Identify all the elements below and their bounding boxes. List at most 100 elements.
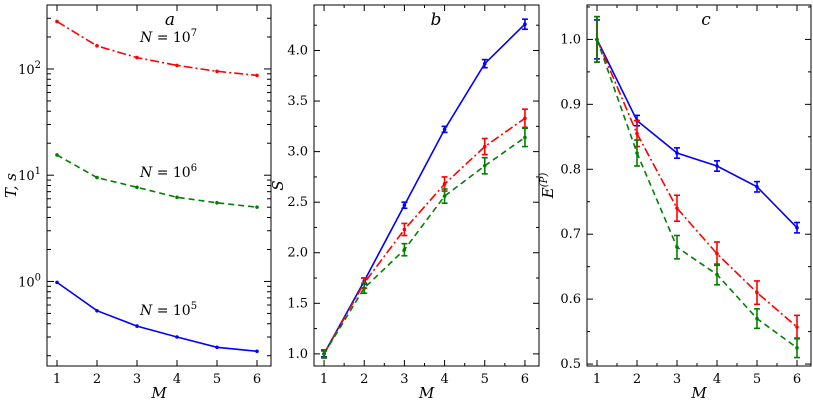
data-point — [482, 144, 487, 149]
data-point — [635, 131, 639, 136]
series-line — [323, 23, 526, 355]
series-line — [56, 20, 258, 77]
data-point — [755, 184, 759, 189]
data-point — [675, 151, 679, 155]
data-point — [402, 227, 407, 232]
series-annotation: N = 106 — [139, 163, 197, 181]
data-point — [135, 55, 139, 60]
data-point — [755, 290, 759, 295]
y-tick-label: 0.5 — [560, 357, 581, 372]
x-tick-label: 5 — [481, 372, 489, 387]
data-point — [715, 164, 719, 168]
data-point — [442, 194, 447, 198]
data-point — [675, 206, 679, 211]
x-axis-title: M — [690, 384, 707, 402]
data-point — [442, 182, 447, 186]
data-point — [755, 316, 759, 321]
data-point — [255, 73, 259, 78]
data-point — [55, 280, 59, 285]
plot-frame — [586, 4, 812, 367]
data-point — [322, 352, 326, 356]
data-point — [175, 63, 179, 68]
data-point — [55, 153, 59, 157]
series-blue — [594, 19, 800, 234]
series-line — [56, 281, 258, 353]
data-point — [795, 346, 799, 350]
data-point — [482, 163, 487, 168]
series-green — [594, 15, 800, 359]
x-tick-label: 2 — [93, 372, 101, 387]
data-point — [482, 61, 487, 66]
data-point — [215, 69, 219, 74]
y-tick-label: 100 — [18, 272, 41, 290]
x-tick-label: 5 — [213, 372, 221, 387]
data-point — [362, 286, 367, 290]
data-point — [95, 175, 99, 180]
series-line — [56, 154, 258, 208]
x-tick-label: 6 — [521, 372, 529, 387]
data-point — [135, 185, 139, 190]
series-line — [323, 136, 526, 355]
x-tick-label: 1 — [53, 372, 61, 387]
y-tick-label: 1.0 — [560, 32, 581, 47]
y-tick-label: 1.0 — [287, 347, 308, 362]
y-tick-label: 0.8 — [560, 162, 581, 177]
x-tick-label: 6 — [253, 372, 261, 387]
data-point — [215, 345, 219, 350]
x-tick-label: 4 — [440, 372, 448, 387]
panel-letter: c — [701, 10, 711, 30]
x-tick-label: 2 — [360, 372, 368, 387]
x-tick-label: 1 — [593, 372, 601, 387]
x-tick-label: 1 — [320, 372, 328, 387]
data-point — [402, 247, 407, 252]
y-tick-label: 0.7 — [560, 227, 581, 242]
series-blue — [321, 18, 528, 358]
x-tick-label: 6 — [793, 372, 801, 387]
panel-b: 1 2 3 4 5 6 1.0 1.5 2.0 2.5 3.0 3.5 4.0 b M S — [269, 4, 540, 402]
data-point — [255, 205, 259, 209]
y-tick-label: 3.0 — [287, 145, 308, 160]
series-line — [596, 39, 798, 328]
data-point — [135, 324, 139, 328]
x-tick-label: 3 — [133, 372, 141, 387]
x-tick-label: 3 — [673, 372, 681, 387]
data-point — [715, 251, 719, 256]
series-green — [55, 153, 259, 209]
y-tick-label: 102 — [18, 60, 41, 78]
data-point — [795, 225, 799, 230]
panel-a: 1 2 3 4 5 6 100 101 102 a M T, s N = 107 N = 106 N = 1… — [2, 4, 272, 402]
y-tick-label: 4.0 — [287, 44, 308, 59]
data-point — [55, 19, 59, 24]
x-tick-label: 2 — [633, 372, 641, 387]
y-axis-title: S — [269, 180, 287, 190]
series-red — [55, 19, 259, 78]
series-annotation: N = 107 — [139, 28, 197, 46]
plot-frame — [313, 4, 540, 367]
panel-letter: a — [165, 10, 175, 30]
data-point — [715, 272, 719, 277]
y-tick-label: 101 — [18, 166, 41, 184]
data-point — [95, 44, 99, 48]
series-line — [323, 117, 526, 355]
data-point — [442, 127, 447, 132]
panel-letter: b — [431, 10, 442, 30]
data-point — [523, 22, 527, 27]
x-tick-label: 4 — [713, 372, 721, 387]
data-point — [635, 151, 639, 155]
y-tick-label: 2.5 — [287, 195, 308, 210]
data-point — [523, 116, 527, 121]
y-axis-title: T, s — [2, 173, 20, 198]
x-axis-title: M — [150, 384, 167, 402]
data-point — [795, 325, 799, 329]
data-point — [523, 135, 527, 140]
y-tick-label: 1.5 — [287, 296, 308, 311]
series-red — [594, 15, 800, 340]
data-point — [175, 195, 179, 200]
y-tick-label: 0.9 — [560, 97, 581, 112]
panel-c: 1 2 3 4 5 6 0.5 0.6 0.7 0.8 0.9 1.0 c M E(P) — [539, 4, 812, 402]
data-point — [595, 37, 599, 42]
data-point — [95, 308, 99, 313]
series-blue — [55, 280, 259, 354]
x-tick-label: 5 — [753, 372, 761, 387]
